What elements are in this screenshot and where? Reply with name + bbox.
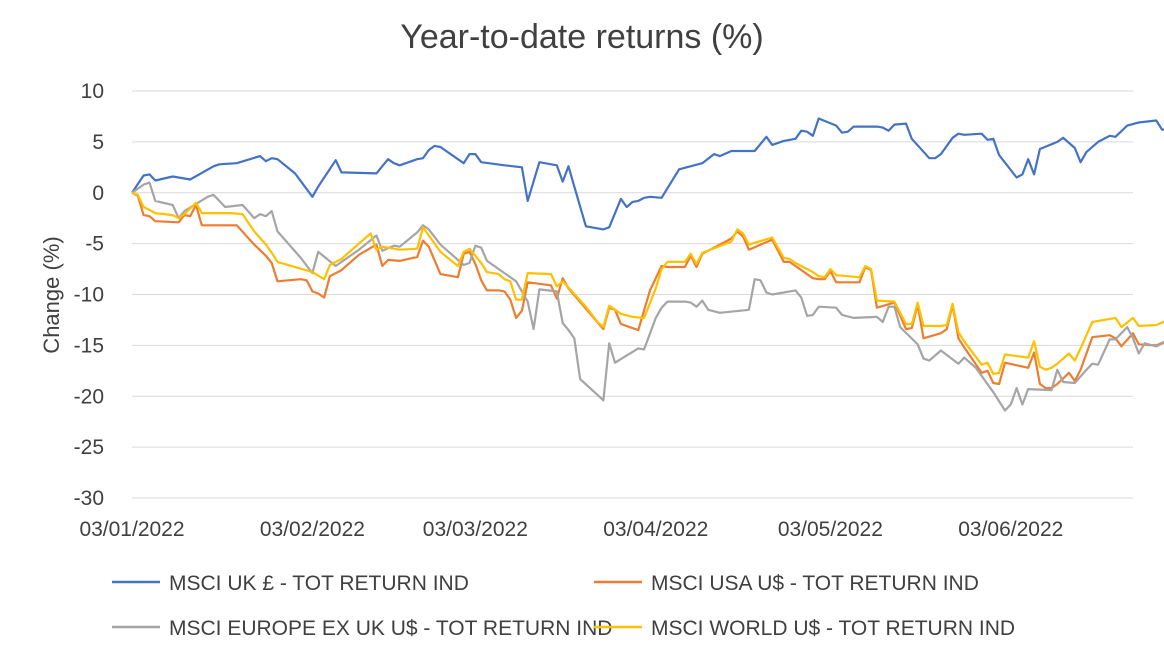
x-tick-label: 03/03/2022 (423, 518, 528, 541)
x-tick-labels: 03/01/2022 03/02/2022 03/03/2022 03/04/2022… (79, 518, 1063, 541)
y-tick-labels: 10 5 0 -5 -10 -15 -20 -25 -30 (74, 80, 104, 510)
y-tick-label: -25 (74, 436, 104, 459)
x-tick-label: 03/04/2022 (603, 518, 708, 541)
x-tick-label: 03/02/2022 (260, 518, 365, 541)
series-line (131, 181, 1164, 412)
series-line (131, 191, 1164, 375)
series-line (131, 191, 1164, 390)
x-tick-label: 03/06/2022 (958, 518, 1063, 541)
y-tick-label: -20 (74, 385, 104, 408)
y-tick-label: -10 (74, 284, 104, 307)
series-lines (131, 117, 1164, 412)
y-tick-label: -15 (74, 334, 104, 357)
y-tick-label: 0 (92, 182, 104, 205)
y-tick-label: -30 (74, 487, 104, 510)
legend: MSCI UK £ - TOT RETURN IND MSCI USA U$ - … (112, 572, 1015, 640)
legend-label: MSCI UK £ - TOT RETURN IND (169, 572, 469, 595)
legend-label: MSCI EUROPE EX UK U$ - TOT RETURN IND (169, 617, 612, 640)
y-axis-label: Change (%) (39, 236, 64, 353)
x-tick-label: 03/05/2022 (778, 518, 883, 541)
y-tick-label: -5 (85, 233, 104, 256)
chart-title: Year-to-date returns (%) (400, 18, 763, 56)
y-tick-label: 10 (81, 80, 104, 103)
x-tick-label: 03/01/2022 (79, 518, 184, 541)
y-tick-label: 5 (92, 131, 104, 154)
legend-label: MSCI USA U$ - TOT RETURN IND (651, 572, 979, 595)
gridlines (132, 90, 1133, 499)
series-line (131, 117, 1164, 231)
legend-label: MSCI WORLD U$ - TOT RETURN IND (651, 617, 1015, 640)
